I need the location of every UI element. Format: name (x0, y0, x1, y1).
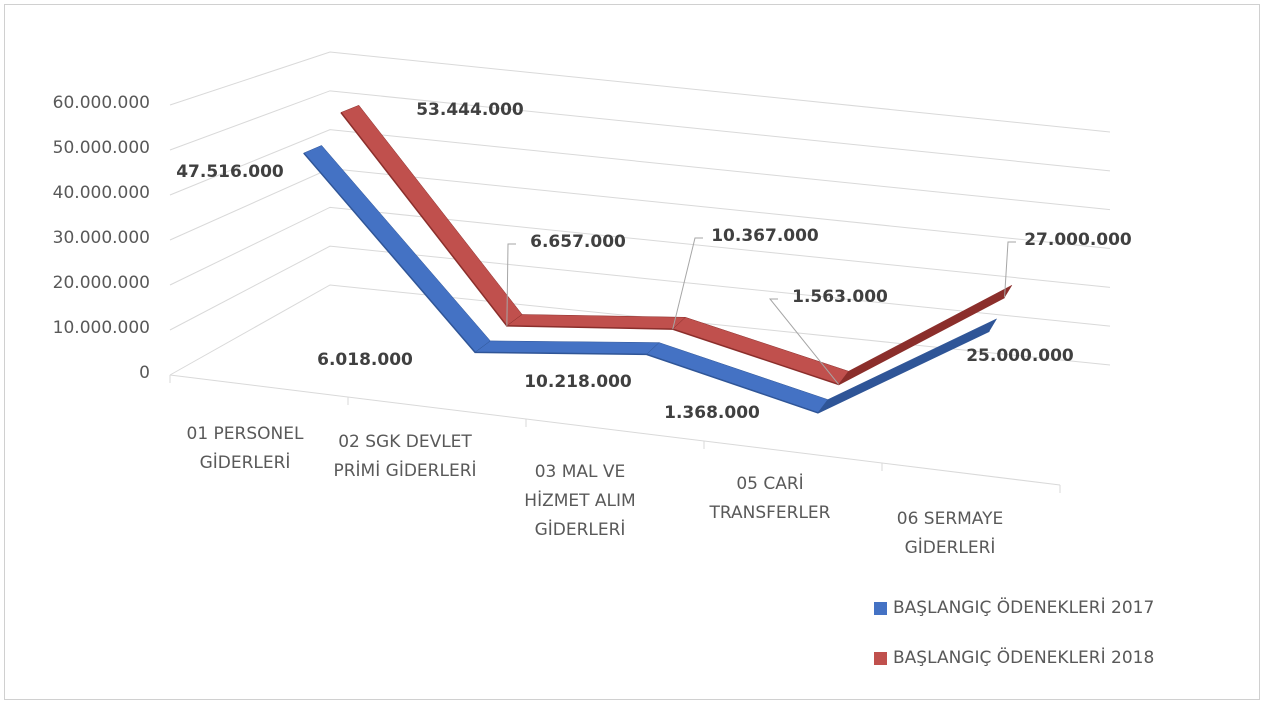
y-tick-label: 0 (139, 363, 150, 383)
y-tick-label: 20.000.000 (53, 273, 150, 293)
grid-line (169, 90, 1111, 172)
data-label: 1.563.000 (792, 287, 888, 307)
chart-frame (4, 4, 1260, 700)
data-label: 1.368.000 (664, 403, 760, 423)
y-tick-label: 60.000.000 (53, 93, 150, 113)
x-tick-label: 02 SGK DEVLET PRİMİ GİDERLERİ (333, 432, 477, 481)
grid-line (169, 206, 1111, 288)
legend-label: BAŞLANGIÇ ÖDENEKLERİ 2018 (893, 648, 1155, 668)
legend-swatch (874, 601, 887, 615)
ribbon (672, 316, 850, 385)
legend-label: BAŞLANGIÇ ÖDENEKLERİ 2017 (893, 598, 1155, 618)
legend-swatch (874, 651, 887, 665)
series-line (340, 112, 1005, 386)
data-label: 27.000.000 (1024, 230, 1132, 250)
x-axis (169, 374, 1061, 486)
x-tick-label: 01 PERSONEL GİDERLERİ (186, 424, 304, 473)
y-tick-label: 50.000.000 (53, 138, 150, 158)
grid-line (169, 284, 1111, 376)
y-tick-label: 30.000.000 (53, 228, 150, 248)
data-label: 6.657.000 (530, 232, 626, 252)
data-label: 47.516.000 (176, 162, 284, 182)
data-label: 25.000.000 (966, 346, 1074, 366)
y-tick-label: 40.000.000 (53, 183, 150, 203)
leader-line (768, 298, 840, 385)
series-line (303, 152, 990, 414)
grid-line (169, 245, 1111, 331)
x-tick-label: 05 CARİ TRANSFERLER (709, 474, 831, 523)
data-label: 6.018.000 (317, 350, 413, 370)
x-tick-label: 06 SERMAYE GİDERLERİ (896, 509, 1004, 558)
data-label: 53.444.000 (416, 100, 524, 120)
data-label: 10.218.000 (524, 372, 632, 392)
legend-item: BAŞLANGIÇ ÖDENEKLERİ 2017 (874, 598, 1154, 618)
leader-line (1004, 241, 1016, 298)
grid-line (169, 167, 1111, 249)
leader-line (672, 237, 703, 330)
y-tick-label: 10.000.000 (53, 318, 150, 338)
grid-line (169, 129, 1111, 211)
grid-line (169, 51, 1111, 133)
x-tick-label: 03 MAL VE HİZMET ALIM GİDERLERİ (524, 462, 636, 540)
legend-item: BAŞLANGIÇ ÖDENEKLERİ 2018 (874, 648, 1154, 668)
data-label: 10.367.000 (711, 226, 819, 246)
leader-line (506, 243, 516, 326)
